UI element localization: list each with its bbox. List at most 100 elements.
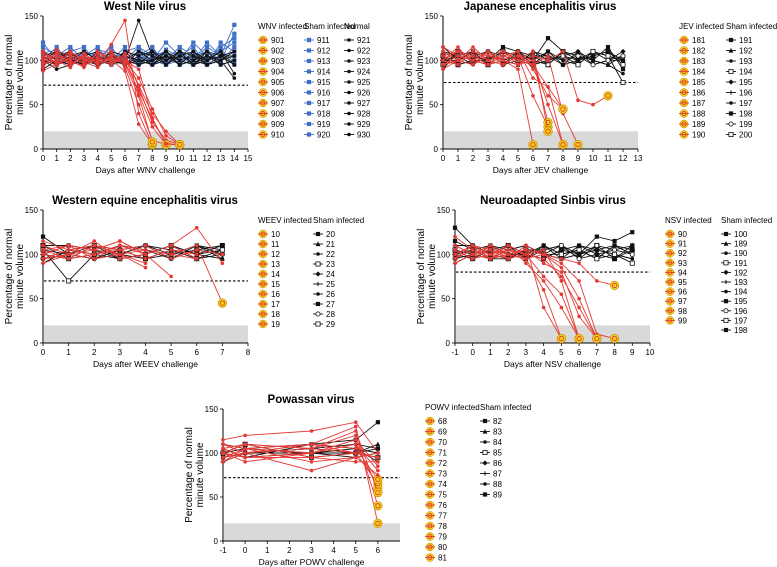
y-tick-label: 0 — [434, 145, 439, 154]
series-188 — [441, 49, 568, 114]
x-tick-label: 2 — [92, 348, 97, 357]
legend-marker — [306, 121, 312, 127]
data-point — [220, 256, 225, 261]
data-point — [541, 274, 546, 279]
data-point — [54, 44, 59, 50]
data-point — [488, 256, 493, 261]
data-point — [204, 40, 210, 45]
data-point — [576, 252, 582, 257]
data-point — [545, 128, 551, 134]
data-point — [576, 335, 582, 342]
legend-id: 901 — [271, 36, 285, 45]
data-point — [123, 18, 127, 23]
data-point — [143, 261, 148, 266]
legend-id: 78 — [438, 522, 447, 531]
legend-marker — [347, 69, 351, 74]
legend-id: 100 — [734, 230, 748, 239]
data-point — [220, 252, 225, 257]
data-point — [353, 455, 358, 460]
terminal-marker — [609, 280, 620, 290]
legend-id: 920 — [317, 131, 331, 140]
data-point — [92, 256, 97, 261]
legend-id: 908 — [271, 110, 285, 119]
legend-id: 88 — [493, 480, 502, 489]
legend-id: 93 — [678, 259, 687, 268]
data-point — [169, 248, 173, 252]
y-axis-label-line: Percentage of normal — [4, 35, 15, 131]
data-point — [620, 80, 626, 86]
legend-id: 923 — [357, 57, 371, 66]
data-point — [41, 252, 45, 257]
data-point — [629, 251, 635, 257]
data-point — [577, 279, 581, 283]
data-point — [109, 49, 114, 54]
data-point — [194, 256, 199, 261]
legend-marker — [347, 59, 351, 63]
x-tick-label: 2 — [506, 348, 511, 357]
data-point — [163, 40, 169, 45]
data-point — [453, 248, 457, 252]
legend-id: 193 — [734, 278, 748, 287]
y-tick-label: 150 — [25, 206, 39, 215]
x-tick-label: 5 — [109, 154, 114, 163]
data-point — [606, 62, 610, 67]
data-point — [205, 49, 209, 54]
x-tick-label: 8 — [246, 348, 251, 357]
legend-marker — [667, 250, 673, 256]
data-point — [375, 446, 380, 451]
legend-marker — [260, 121, 266, 127]
legend-marker — [260, 90, 266, 95]
data-point — [559, 274, 564, 279]
data-point — [220, 243, 225, 248]
y-axis-label: Percentage of normalminute volume — [4, 229, 26, 325]
legend-id: 921 — [357, 36, 371, 45]
series-line — [454, 244, 580, 339]
y-axis-label-line: Percentage of normal — [4, 229, 15, 325]
x-tick-label: 6 — [531, 154, 536, 163]
data-point — [620, 62, 626, 68]
terminal-marker — [373, 518, 383, 529]
data-point — [123, 60, 127, 64]
data-point — [471, 58, 475, 63]
legend-id: 190 — [734, 249, 748, 258]
chart-title: Western equine encephalitis virus — [52, 195, 238, 207]
data-point — [612, 238, 617, 244]
data-point — [591, 102, 595, 107]
x-axis-label: Days after JEV challenge — [493, 165, 589, 175]
legend-marker — [260, 301, 266, 307]
legend-marker — [315, 301, 321, 307]
y-axis-label: Percentage of normalminute volume — [4, 35, 26, 131]
legend-marker — [315, 261, 321, 267]
data-point — [376, 455, 380, 460]
data-point — [177, 49, 182, 54]
legend-id: 911 — [317, 36, 330, 45]
chart-title: Neuroadapted Sinbis virus — [480, 195, 626, 207]
data-point — [630, 256, 635, 261]
data-point — [560, 62, 566, 67]
y-axis-label-line: Percentage of normal — [404, 35, 415, 131]
x-tick-label: 11 — [189, 154, 198, 163]
legend-id: 73 — [438, 470, 447, 479]
shaded-band — [456, 325, 650, 343]
legend-marker — [728, 111, 734, 116]
data-point — [243, 442, 247, 447]
data-point — [531, 49, 535, 54]
legend-marker — [482, 418, 488, 424]
data-point — [594, 242, 600, 248]
legend-id: 99 — [678, 316, 687, 325]
data-point — [594, 335, 600, 342]
legend-marker — [306, 79, 312, 85]
legend-marker — [667, 289, 673, 295]
data-point — [164, 54, 168, 58]
legend-marker — [260, 58, 266, 64]
x-tick-label: 1 — [488, 348, 493, 357]
data-point — [40, 234, 46, 239]
x-tick-label: 10 — [589, 154, 598, 163]
legend-id: 198 — [739, 110, 753, 119]
legend-marker — [723, 231, 729, 237]
data-point — [122, 44, 128, 50]
legend-id: 26 — [326, 290, 335, 299]
legend-id: 86 — [493, 459, 502, 468]
